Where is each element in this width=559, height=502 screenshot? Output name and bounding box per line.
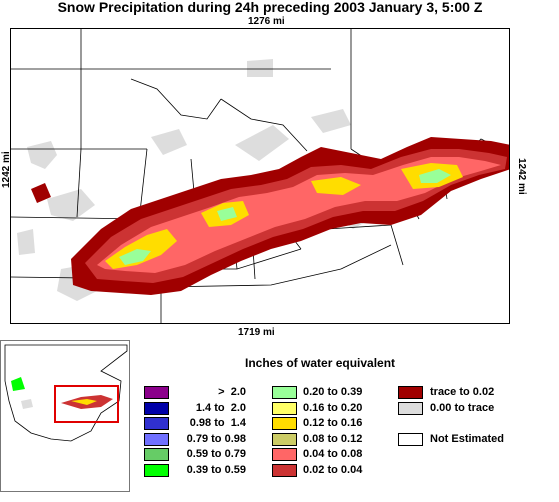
legend-swatch — [398, 386, 423, 399]
legend-swatch — [272, 417, 297, 430]
legend-label: 0.79 to 0.98 — [186, 432, 246, 445]
scale-bottom-label: 1719 mi — [238, 327, 275, 338]
legend-swatch — [144, 448, 169, 461]
legend-item: 0.79 to 0.98 — [144, 432, 284, 447]
legend-item: 1.4 to 2.0 — [144, 401, 284, 416]
legend-label: > 2.0 — [218, 386, 246, 398]
snow-precipitation-map — [10, 28, 510, 324]
precip-heavy-band — [119, 169, 451, 265]
precip-moderate-band — [97, 157, 501, 273]
legend-swatch — [398, 432, 423, 446]
inset-region-box — [54, 385, 119, 423]
legend-item: 0.02 to 0.04 — [272, 463, 412, 478]
legend-swatch — [272, 463, 297, 477]
legend-label: Not Estimated — [430, 432, 504, 445]
legend-label: 0.59 to 0.79 — [186, 448, 246, 460]
legend-title: Inches of water equivalent — [245, 356, 396, 370]
inset-canvas — [4, 344, 128, 442]
legend-swatch — [272, 401, 297, 415]
legend-swatch — [398, 401, 423, 415]
legend-item: > 2.0 — [144, 386, 284, 400]
scale-right-label: 1242 mi — [516, 158, 527, 195]
legend-item: 0.59 to 0.79 — [144, 448, 284, 462]
legend-item: 0.04 to 0.08 — [272, 448, 412, 462]
legend-swatch — [144, 401, 169, 415]
map-title: Snow Precipitation during 24h preceding … — [57, 0, 483, 15]
legend-label: 0.08 to 0.12 — [303, 432, 363, 445]
map-canvas — [11, 29, 509, 323]
legend-item: 0.98 to 1.4 — [144, 417, 284, 431]
legend-item: 0.08 to 0.12 — [272, 432, 412, 447]
legend-item: 0.00 to trace — [398, 401, 538, 416]
legend-label: 0.16 to 0.20 — [303, 401, 363, 414]
legend-swatch — [144, 432, 169, 446]
legend-swatch — [144, 417, 169, 430]
legend-item: Not Estimated — [398, 432, 538, 447]
legend-label: 0.20 to 0.39 — [303, 386, 363, 398]
legend-swatch — [272, 386, 297, 399]
scale-top-label: 1276 mi — [248, 16, 285, 27]
legend-label: trace to 0.02 — [430, 386, 495, 398]
legend-label: 0.39 to 0.59 — [186, 463, 246, 476]
legend-swatch — [144, 463, 169, 477]
overview-inset-map — [0, 340, 130, 492]
legend-label: 0.00 to trace — [430, 401, 495, 414]
legend-item: 0.16 to 0.20 — [272, 401, 412, 416]
legend-item: trace to 0.02 — [398, 386, 538, 400]
legend-swatch — [272, 432, 297, 446]
legend-item: 0.20 to 0.39 — [272, 386, 412, 400]
legend-label: 1.4 to 2.0 — [195, 401, 246, 414]
legend-swatch — [144, 386, 169, 399]
legend-label: 0.04 to 0.08 — [303, 448, 363, 460]
legend-swatch — [272, 448, 297, 461]
legend-item: 0.12 to 0.16 — [272, 417, 412, 431]
legend-item: 0.39 to 0.59 — [144, 463, 284, 478]
legend-label: 0.98 to 1.4 — [189, 417, 246, 429]
legend-label: 0.12 to 0.16 — [303, 417, 363, 429]
legend-label: 0.02 to 0.04 — [303, 463, 363, 476]
